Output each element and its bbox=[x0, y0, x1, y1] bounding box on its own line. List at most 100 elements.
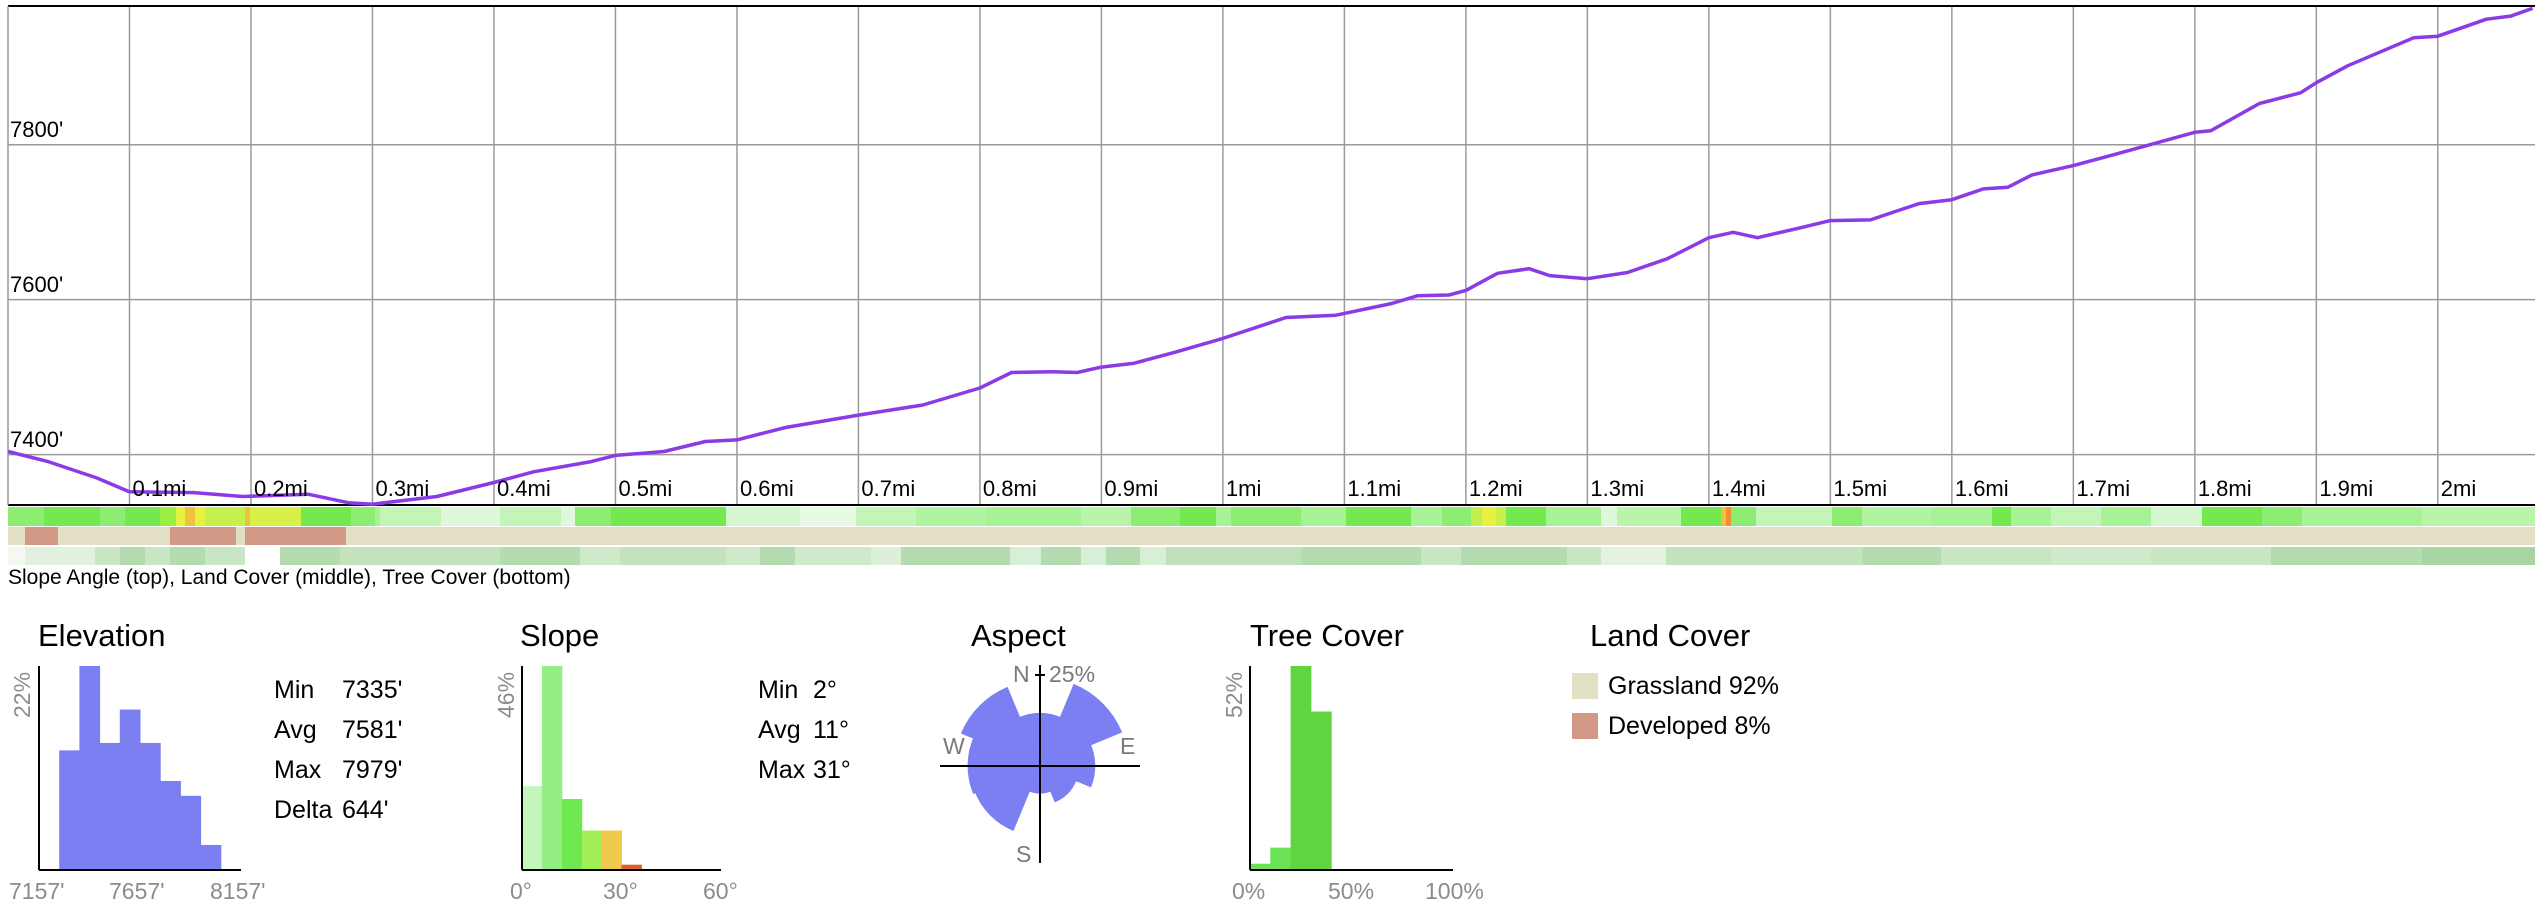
slope-segment bbox=[185, 507, 197, 526]
land-cover-segment bbox=[57, 527, 171, 545]
slope-segment bbox=[1411, 507, 1443, 526]
tree-cover-segment bbox=[900, 547, 1012, 565]
developed-label: Developed 8% bbox=[1608, 712, 1771, 740]
aspect-label-west: W bbox=[943, 733, 965, 759]
tree-cover-tick-max: 100% bbox=[1425, 878, 1484, 904]
tree-cover-segment bbox=[8, 547, 27, 565]
tree-cover-segment bbox=[870, 547, 903, 565]
x-axis-label: 1.7mi bbox=[2076, 476, 2131, 501]
slope-segment bbox=[1470, 507, 1483, 526]
slope-segment bbox=[1345, 507, 1413, 526]
y-axis-label: 7600' bbox=[10, 271, 64, 297]
stat-label: Avg bbox=[274, 716, 317, 744]
slope-histogram-bar bbox=[541, 666, 563, 870]
elevation-profile-line bbox=[7, 6, 2534, 506]
tree-cover-segment bbox=[1461, 547, 1568, 565]
slope-segment bbox=[2151, 507, 2204, 526]
aspect-panel-title: Aspect bbox=[971, 618, 1066, 653]
slope-segment bbox=[1730, 507, 1758, 526]
x-axis-label: 0.9mi bbox=[1104, 476, 1159, 501]
slope-segment bbox=[440, 507, 502, 526]
x-axis-label: 0.6mi bbox=[739, 476, 794, 501]
tree-cover-panel-title: Tree Cover bbox=[1250, 618, 1404, 653]
tree-cover-segment bbox=[145, 547, 171, 565]
slope-segment bbox=[175, 507, 187, 526]
x-axis-label: 1.3mi bbox=[1590, 476, 1645, 501]
land-cover-segment bbox=[169, 527, 238, 545]
land-cover-segment bbox=[345, 527, 2535, 545]
slope-segment bbox=[2101, 507, 2153, 526]
x-axis-label: 1.6mi bbox=[1954, 476, 2009, 501]
slope-segment bbox=[1546, 507, 1602, 526]
slope-segment bbox=[2011, 507, 2053, 526]
slope-segment bbox=[2301, 507, 2424, 526]
slope-segment bbox=[249, 507, 303, 526]
slope-segment bbox=[1496, 507, 1508, 526]
slope-segment bbox=[374, 507, 381, 526]
tree-cover-segment bbox=[500, 547, 582, 565]
x-axis-label: 0.4mi bbox=[496, 476, 551, 501]
slope-segment bbox=[1600, 507, 1618, 526]
slope-segment bbox=[1616, 507, 1683, 526]
elevation-tick-max: 8157' bbox=[210, 878, 266, 904]
aspect-scale-label: 25% bbox=[1049, 661, 1096, 687]
x-axis-label: 0.3mi bbox=[375, 476, 430, 501]
tree-cover-segment bbox=[1300, 547, 1423, 565]
tree-cover-segment bbox=[1666, 547, 1864, 565]
tree-cover-segment bbox=[1040, 547, 1082, 565]
x-axis-label: 0.1mi bbox=[132, 476, 187, 501]
tree-cover-segment bbox=[2051, 547, 2153, 565]
tree-cover-segment bbox=[2271, 547, 2424, 565]
x-axis-label: 0.5mi bbox=[618, 476, 673, 501]
x-axis-label: 0.7mi bbox=[861, 476, 916, 501]
elevation-profile-chart[interactable]: 7400' 7600' 7800' 0.1mi 0.2mi 0.3mi 0.4mi 0.5m… bbox=[0, 0, 2540, 506]
tree-cover-tick-mid: 50% bbox=[1328, 878, 1375, 904]
grassland-label: Grassland 92% bbox=[1608, 672, 1779, 700]
tree-cover-histogram-bar bbox=[1290, 666, 1312, 870]
slope-segment bbox=[124, 507, 162, 526]
elevation-histogram-bar bbox=[160, 780, 181, 870]
slope-segment bbox=[1505, 507, 1548, 526]
tree-cover-segment bbox=[1861, 547, 1943, 565]
tree-cover-histogram-bar bbox=[1310, 711, 1332, 870]
aspect-sector-se bbox=[1039, 765, 1077, 803]
slope-segment bbox=[2202, 507, 2263, 526]
slope-segment bbox=[1441, 507, 1472, 526]
slope-tick-mid: 30° bbox=[603, 878, 638, 904]
slope-histogram-bar bbox=[621, 864, 642, 870]
x-axis-label: 1.1mi bbox=[1347, 476, 1402, 501]
slope-segment bbox=[300, 507, 352, 526]
aspect-label-east: E bbox=[1120, 733, 1136, 759]
slope-segment bbox=[1481, 507, 1498, 526]
stat-value: 31° bbox=[813, 756, 851, 784]
x-axis-label: 1.2mi bbox=[1468, 476, 1523, 501]
tree-cover-segment bbox=[244, 547, 282, 565]
tree-cover-segment bbox=[119, 547, 147, 565]
stat-value: 7979' bbox=[342, 756, 403, 784]
slope-segment bbox=[1680, 507, 1723, 526]
tree-cover-segment bbox=[204, 547, 247, 565]
strips-caption: Slope Angle (top), Land Cover (middle), … bbox=[8, 566, 571, 589]
tree-cover-tick-min: 0% bbox=[1232, 878, 1266, 904]
slope-segment bbox=[44, 507, 102, 526]
slope-tick-max: 60° bbox=[703, 878, 738, 904]
tree-cover-segment bbox=[95, 547, 122, 565]
land-cover-segment bbox=[236, 527, 247, 545]
tree-cover-segment bbox=[1165, 547, 1302, 565]
slope-segment bbox=[1756, 507, 1833, 526]
slope-segment bbox=[1931, 507, 1994, 526]
stat-label: Max bbox=[758, 756, 806, 784]
stat-value: 644' bbox=[342, 796, 389, 824]
slope-segment bbox=[1300, 507, 1347, 526]
slope-angle-strip bbox=[8, 507, 2535, 526]
tree-cover-segment bbox=[1566, 547, 1602, 565]
slope-segment bbox=[350, 507, 377, 526]
slope-segment bbox=[1130, 507, 1182, 526]
slope-segment bbox=[1725, 507, 1732, 526]
slope-segment bbox=[726, 507, 802, 526]
slope-histogram bbox=[521, 666, 721, 871]
elevation-tick-mid: 7657' bbox=[109, 878, 165, 904]
slope-segment bbox=[204, 507, 247, 526]
elevation-histogram-bar bbox=[59, 750, 80, 870]
slope-histogram-bar bbox=[581, 830, 603, 870]
